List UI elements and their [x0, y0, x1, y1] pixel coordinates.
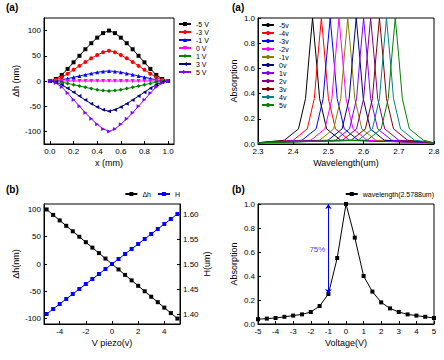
svg-text:Absorption: Absorption	[229, 242, 239, 285]
svg-text:2: 2	[136, 327, 141, 336]
svg-text:-100: -100	[25, 127, 42, 136]
svg-text:0.8: 0.8	[244, 39, 256, 48]
svg-text:50: 50	[32, 51, 41, 60]
svg-text:0.8: 0.8	[139, 147, 151, 156]
svg-text:75%: 75%	[309, 245, 325, 254]
svg-text:0.0: 0.0	[44, 147, 56, 156]
svg-text:0.6: 0.6	[244, 248, 256, 257]
svg-text:1.45: 1.45	[183, 285, 199, 294]
svg-text:0.2: 0.2	[244, 114, 256, 123]
svg-text:-50: -50	[29, 287, 41, 296]
svg-text:(a): (a)	[232, 2, 244, 13]
svg-text:-2: -2	[82, 327, 90, 336]
svg-text:1.0: 1.0	[244, 14, 256, 23]
svg-text:5v: 5v	[279, 102, 287, 109]
svg-text:-5 V: -5 V	[196, 21, 209, 28]
svg-text:-1: -1	[325, 327, 333, 336]
svg-text:-5v: -5v	[279, 22, 289, 29]
svg-text:1.0: 1.0	[244, 200, 256, 209]
svg-text:-1v: -1v	[279, 54, 289, 61]
svg-text:0: 0	[37, 77, 42, 86]
svg-text:-4: -4	[272, 327, 280, 336]
svg-text:H: H	[175, 191, 180, 198]
svg-text:-1 V: -1 V	[196, 37, 209, 44]
svg-text:4: 4	[162, 327, 167, 336]
svg-text:5 V: 5 V	[196, 69, 207, 76]
svg-text:100: 100	[28, 26, 42, 35]
svg-text:2.3: 2.3	[252, 147, 264, 156]
svg-text:Δh: Δh	[142, 191, 151, 198]
svg-text:50: 50	[32, 232, 41, 241]
svg-text:2v: 2v	[279, 78, 287, 85]
svg-text:0.2: 0.2	[68, 147, 80, 156]
svg-text:0.4: 0.4	[244, 89, 256, 98]
svg-text:0.8: 0.8	[244, 224, 256, 233]
svg-text:-50: -50	[29, 102, 41, 111]
svg-text:1.55: 1.55	[183, 235, 199, 244]
svg-text:1.0: 1.0	[163, 147, 175, 156]
svg-text:(a): (a)	[6, 2, 18, 13]
svg-text:0v: 0v	[279, 62, 287, 69]
svg-text:0.4: 0.4	[92, 147, 104, 156]
svg-text:2.8: 2.8	[428, 147, 440, 156]
svg-text:H(um): H(um)	[202, 252, 212, 277]
svg-text:3 V: 3 V	[196, 61, 207, 68]
svg-text:V piezo(v): V piezo(v)	[92, 338, 133, 348]
svg-text:(b): (b)	[6, 184, 19, 195]
svg-text:x (mm): x (mm)	[95, 158, 123, 168]
svg-text:2.7: 2.7	[393, 147, 405, 156]
svg-text:1.40: 1.40	[183, 310, 199, 319]
svg-text:-3v: -3v	[279, 38, 289, 45]
svg-text:Voltage(V): Voltage(V)	[325, 338, 367, 348]
svg-text:-2: -2	[307, 327, 315, 336]
svg-text:1.60: 1.60	[183, 210, 199, 219]
svg-text:Absorption: Absorption	[229, 59, 239, 102]
svg-text:wavelength(2.5788um): wavelength(2.5788um)	[362, 191, 434, 199]
svg-text:Δh (nm): Δh (nm)	[11, 65, 21, 97]
svg-text:2.6: 2.6	[358, 147, 370, 156]
svg-text:1.50: 1.50	[183, 260, 199, 269]
svg-text:0: 0	[37, 260, 42, 269]
svg-text:5: 5	[432, 327, 437, 336]
svg-text:3v: 3v	[279, 86, 287, 93]
svg-text:Wavelength(um): Wavelength(um)	[313, 158, 379, 168]
svg-text:0: 0	[344, 327, 349, 336]
svg-text:0 V: 0 V	[196, 45, 207, 52]
svg-text:1: 1	[361, 327, 366, 336]
svg-text:Δh(nm): Δh(nm)	[11, 249, 21, 279]
svg-text:-3: -3	[290, 327, 298, 336]
svg-text:-2v: -2v	[279, 46, 289, 53]
svg-text:0.6: 0.6	[115, 147, 127, 156]
svg-text:0.2: 0.2	[244, 296, 256, 305]
svg-text:100: 100	[28, 205, 42, 214]
svg-text:-3 V: -3 V	[196, 29, 209, 36]
svg-text:-4v: -4v	[279, 30, 289, 37]
svg-text:2.4: 2.4	[288, 147, 300, 156]
svg-text:1v: 1v	[279, 70, 287, 77]
svg-text:(b): (b)	[232, 184, 245, 195]
svg-text:0.4: 0.4	[244, 272, 256, 281]
svg-text:1 V: 1 V	[196, 53, 207, 60]
svg-text:-5: -5	[254, 327, 262, 336]
svg-text:0.0: 0.0	[243, 319, 255, 329]
svg-text:0.0: 0.0	[243, 139, 255, 149]
svg-text:0.6: 0.6	[244, 64, 256, 73]
svg-text:4v: 4v	[279, 94, 287, 101]
svg-text:2: 2	[379, 327, 384, 336]
svg-text:-100: -100	[25, 314, 42, 323]
svg-text:3: 3	[397, 327, 402, 336]
svg-text:2.5: 2.5	[323, 147, 335, 156]
svg-text:-4: -4	[56, 327, 64, 336]
svg-text:0: 0	[110, 327, 115, 336]
svg-text:4: 4	[414, 327, 419, 336]
